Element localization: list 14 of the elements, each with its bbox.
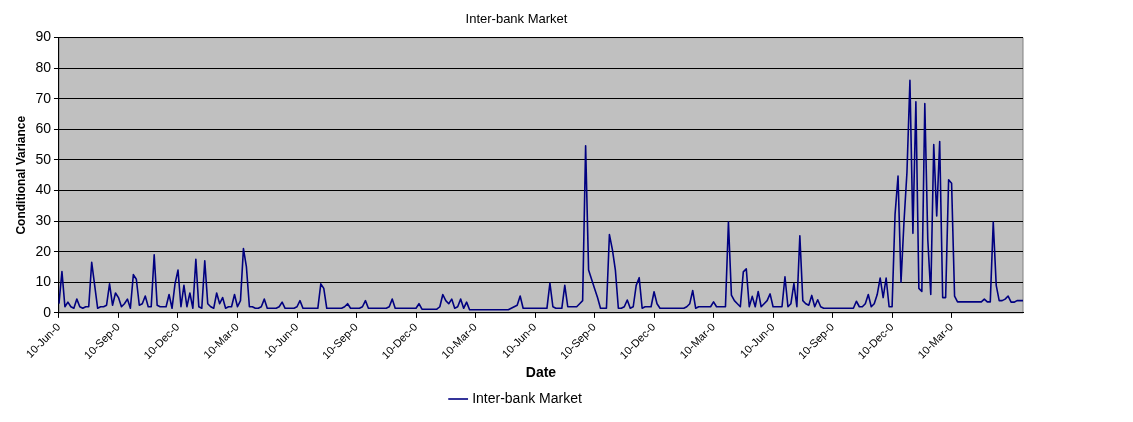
legend-label: Inter-bank Market	[472, 389, 582, 406]
y-tick-label: 10	[35, 273, 52, 290]
y-tick-label: 40	[35, 181, 52, 198]
y-tick-label: 60	[35, 120, 52, 137]
y-tick-label: 20	[35, 242, 52, 259]
x-axis-title: Date	[525, 364, 557, 381]
y-tick-label: 50	[35, 150, 52, 167]
chart-title: Inter-bank Market	[465, 11, 568, 27]
y-tick-label: 90	[35, 28, 52, 45]
y-tick-label: 0	[43, 303, 52, 320]
y-axis-title: Conditional Variance	[13, 115, 28, 235]
y-tick-label: 30	[35, 211, 52, 228]
y-tick-label: 70	[35, 89, 52, 106]
y-tick-label: 80	[35, 59, 52, 76]
